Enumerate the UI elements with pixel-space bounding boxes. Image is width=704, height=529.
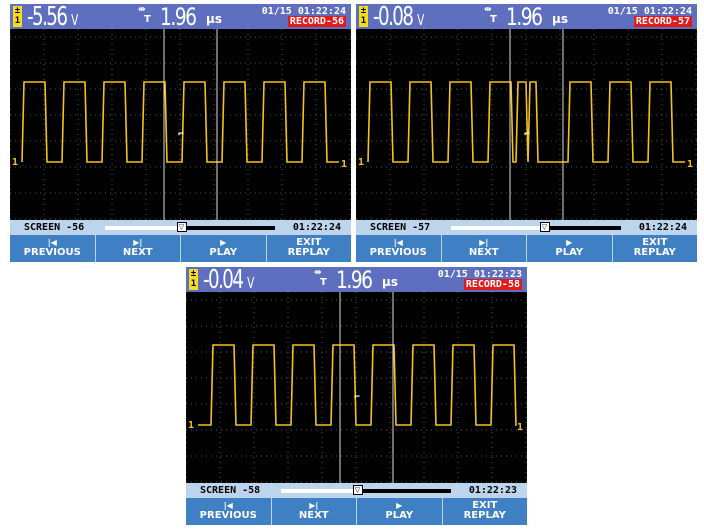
previous-button[interactable]: |◀ PREVIOUS — [10, 235, 96, 262]
replay-label: REPLAY — [287, 247, 330, 258]
screen-time: 01:22:23 — [468, 485, 517, 496]
skip-next-icon: ▶| — [133, 238, 143, 247]
waveform-plot: 1 1 ⌐ — [356, 29, 697, 220]
trigger-marker-icon: ⌐ — [178, 129, 184, 140]
exit-label: EXIT — [296, 237, 322, 248]
skip-previous-icon: |◀ — [393, 238, 403, 247]
timebase-unit: μs — [552, 12, 568, 26]
next-label: NEXT — [298, 510, 329, 521]
datetime: 01/15 01:22:24 — [607, 6, 692, 17]
screen-time: 01:22:24 — [292, 222, 341, 233]
trigger-marker-icon: ⌐ — [524, 129, 530, 140]
exit-replay-button[interactable]: EXIT REPLAY — [266, 235, 351, 262]
slider-thumb[interactable]: ▽ — [176, 222, 187, 232]
channel-1-end-marker: 1 — [687, 159, 693, 170]
scope-capture-2: ±1 -0.08 V ⇹ T 1.96 μs 01/15 01:22:24 REC… — [356, 4, 697, 262]
scope-capture-3: ±1 -0.04 V ⇹ T 1.96 μs 01/15 01:22:23 REC… — [186, 267, 527, 525]
next-button[interactable]: ▶| NEXT — [95, 235, 181, 262]
play-label: PLAY — [385, 510, 414, 521]
timebase-t-label: T — [144, 14, 151, 25]
slider-thumb[interactable]: ▽ — [352, 485, 363, 495]
previous-label: PREVIOUS — [369, 247, 427, 258]
signal-trace — [21, 81, 339, 163]
play-button[interactable]: ▶ PLAY — [357, 498, 443, 525]
play-button[interactable]: ▶ PLAY — [527, 235, 613, 262]
timebase-value: 1.96 — [336, 266, 373, 294]
replay-slider[interactable]: ▽ — [105, 222, 275, 232]
timebase-t-label: T — [490, 14, 497, 25]
slider-fill — [105, 226, 182, 230]
channel-1-ground-marker: 1 — [358, 157, 364, 168]
header-bar: ±1 -0.08 V ⇹ T 1.96 μs 01/15 01:22:24 REC… — [356, 2, 697, 32]
previous-button[interactable]: |◀ PREVIOUS — [356, 235, 442, 262]
skip-next-icon: ▶| — [309, 501, 319, 510]
timebase-icon: ⇹ — [314, 268, 322, 278]
next-label: NEXT — [468, 247, 499, 258]
replay-bar: SCREEN -56 ▽ 01:22:24 |◀ PREVIOUS ▶| NEXT … — [10, 220, 351, 262]
voltage-readout: -0.04 V — [203, 265, 255, 295]
trigger-marker-icon: ⌐ — [354, 392, 360, 403]
skip-previous-icon: |◀ — [223, 501, 233, 510]
channel-1-end-marker: 1 — [517, 422, 523, 433]
play-button[interactable]: ▶ PLAY — [181, 235, 267, 262]
skip-previous-icon: |◀ — [47, 238, 57, 247]
channel-1-badge-icon: ±1 — [359, 6, 368, 27]
skip-next-icon: ▶| — [479, 238, 489, 247]
replay-bar: SCREEN -57 ▽ 01:22:24 |◀ PREVIOUS ▶| NEXT … — [356, 220, 697, 262]
next-label: NEXT — [122, 247, 153, 258]
next-button[interactable]: ▶| NEXT — [441, 235, 527, 262]
record-badge: RECORD-58 — [463, 279, 522, 290]
replay-bar: SCREEN -58 ▽ 01:22:23 |◀ PREVIOUS ▶| NEXT … — [186, 483, 527, 525]
timebase-icon: ⇹ — [484, 5, 492, 15]
previous-button[interactable]: |◀ PREVIOUS — [186, 498, 272, 525]
previous-label: PREVIOUS — [199, 510, 257, 521]
channel-1-badge-icon: ±1 — [13, 6, 22, 27]
next-button[interactable]: ▶| NEXT — [271, 498, 357, 525]
replay-label: REPLAY — [633, 247, 676, 258]
replay-slider[interactable]: ▽ — [281, 485, 451, 495]
waveform-plot: 1 1 ⌐ — [10, 29, 351, 220]
channel-1-ground-marker: 1 — [12, 157, 18, 168]
previous-label: PREVIOUS — [23, 247, 81, 258]
slider-thumb[interactable]: ▽ — [539, 222, 550, 232]
timebase-value: 1.96 — [506, 3, 543, 31]
replay-slider[interactable]: ▽ — [451, 222, 621, 232]
voltage-readout: -0.08 V — [373, 2, 425, 32]
screen-label: SCREEN -57 — [370, 222, 431, 233]
slider-fill — [451, 226, 545, 230]
exit-label: EXIT — [472, 500, 498, 511]
record-badge: RECORD-56 — [287, 16, 346, 27]
waveform-plot: 1 1 ⌐ — [186, 292, 527, 483]
timebase-t-label: T — [320, 277, 327, 288]
channel-1-ground-marker: 1 — [188, 420, 194, 431]
exit-replay-button[interactable]: EXIT REPLAY — [442, 498, 527, 525]
header-bar: ±1 -0.04 V ⇹ T 1.96 μs 01/15 01:22:23 REC… — [186, 265, 527, 295]
exit-label: EXIT — [642, 237, 668, 248]
play-label: PLAY — [555, 247, 584, 258]
replay-label: REPLAY — [463, 510, 506, 521]
screen-time: 01:22:24 — [638, 222, 687, 233]
screen-label: SCREEN -56 — [24, 222, 85, 233]
play-icon: ▶ — [566, 238, 573, 247]
timebase-icon: ⇹ — [138, 5, 146, 15]
exit-replay-button[interactable]: EXIT REPLAY — [612, 235, 697, 262]
play-icon: ▶ — [396, 501, 403, 510]
slider-fill — [281, 489, 358, 493]
channel-1-end-marker: 1 — [341, 159, 347, 170]
timebase-unit: μs — [206, 12, 222, 26]
signal-trace — [367, 81, 685, 163]
signal-trace — [198, 344, 517, 426]
datetime: 01/15 01:22:24 — [261, 6, 346, 17]
play-icon: ▶ — [220, 238, 227, 247]
voltage-readout: -5.56 V — [27, 2, 79, 32]
datetime: 01/15 01:22:23 — [437, 269, 522, 280]
screen-label: SCREEN -58 — [200, 485, 261, 496]
timebase-value: 1.96 — [160, 3, 197, 31]
timebase-unit: μs — [382, 275, 398, 289]
channel-1-badge-icon: ±1 — [189, 269, 198, 290]
play-label: PLAY — [209, 247, 238, 258]
record-badge: RECORD-57 — [633, 16, 692, 27]
scope-capture-1: ±1 -5.56 V ⇹ T 1.96 μs 01/15 01:22:24 REC… — [10, 4, 351, 262]
header-bar: ±1 -5.56 V ⇹ T 1.96 μs 01/15 01:22:24 REC… — [10, 2, 351, 32]
